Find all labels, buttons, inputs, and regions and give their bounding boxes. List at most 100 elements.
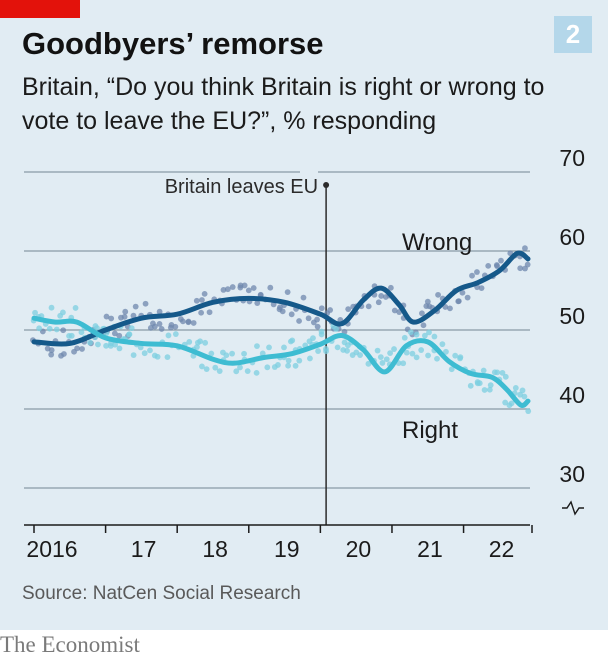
- survey-dot: [400, 360, 407, 367]
- survey-dot: [112, 341, 118, 348]
- chart-title: Goodbyers’ remorse: [22, 26, 324, 61]
- survey-dot: [512, 385, 519, 391]
- survey-dot: [502, 399, 509, 406]
- survey-dot: [32, 309, 38, 316]
- survey-dot: [241, 350, 247, 357]
- survey-dot: [48, 347, 55, 354]
- survey-dot: [315, 348, 321, 354]
- survey-dot: [486, 386, 493, 393]
- survey-dot: [60, 327, 67, 334]
- survey-dot: [180, 318, 186, 325]
- survey-dot: [391, 307, 398, 314]
- survey-dot: [193, 297, 200, 304]
- survey-dot: [448, 366, 455, 373]
- survey-dot: [485, 262, 492, 269]
- x-tick-label-2018: 18: [202, 536, 228, 562]
- survey-dot: [275, 362, 281, 368]
- survey-dot: [314, 316, 320, 323]
- survey-dot: [481, 387, 488, 393]
- survey-dot: [194, 344, 200, 350]
- survey-dot: [156, 321, 163, 327]
- survey-dot: [141, 350, 148, 357]
- survey-dot: [201, 290, 208, 297]
- survey-dot: [216, 368, 223, 375]
- brand-accent-tag: [0, 0, 80, 18]
- survey-dot: [387, 284, 394, 291]
- survey-dot: [254, 300, 261, 306]
- survey-dot: [237, 364, 243, 371]
- survey-dot: [122, 308, 129, 315]
- survey-dot: [245, 287, 252, 294]
- survey-dot: [241, 282, 248, 289]
- y-tick-label-30: 30: [559, 461, 585, 487]
- survey-dot: [521, 393, 528, 400]
- survey-dot: [103, 313, 110, 320]
- survey-dot: [344, 347, 350, 354]
- survey-dot: [165, 332, 172, 339]
- survey-dot: [296, 318, 302, 324]
- survey-dot: [172, 331, 179, 337]
- survey-dot: [79, 346, 85, 352]
- survey-dot: [94, 325, 100, 332]
- survey-dot: [403, 349, 410, 356]
- survey-dot: [266, 344, 272, 351]
- publisher-logo: The Economist: [0, 632, 140, 657]
- survey-dot: [413, 331, 420, 338]
- survey-dot: [425, 352, 431, 359]
- survey-dot: [212, 364, 219, 371]
- survey-dot: [502, 373, 509, 380]
- survey-dot: [233, 368, 240, 375]
- survey-dot: [267, 284, 274, 291]
- survey-dot: [357, 352, 364, 358]
- survey-dot: [493, 262, 500, 268]
- survey-dot: [87, 339, 93, 346]
- survey-dot: [48, 304, 55, 311]
- survey-dot: [198, 309, 205, 316]
- survey-dot: [296, 357, 303, 364]
- survey-dot: [281, 344, 287, 351]
- survey-dot: [375, 299, 382, 306]
- survey-dot: [60, 309, 66, 316]
- survey-dot: [409, 350, 416, 357]
- survey-dot: [300, 294, 307, 301]
- x-tick-label-2016: 2016: [26, 536, 77, 562]
- survey-dot: [434, 355, 440, 362]
- survey-dot: [197, 338, 204, 345]
- survey-dot: [517, 265, 524, 272]
- axis-break-icon: [562, 500, 584, 516]
- survey-dot: [524, 261, 531, 268]
- survey-dot: [508, 400, 515, 407]
- survey-dot: [128, 325, 135, 332]
- survey-dot: [480, 367, 487, 374]
- y-tick-label-60: 60: [559, 224, 585, 250]
- survey-dot: [147, 347, 153, 354]
- brexit-annotation-label: Britain leaves EU: [165, 176, 318, 198]
- survey-dot: [345, 306, 352, 313]
- survey-dot: [203, 366, 210, 373]
- y-tick-label-40: 40: [559, 382, 585, 408]
- y-tick-label-70: 70: [559, 150, 585, 171]
- survey-dot: [130, 312, 137, 319]
- chart-number-badge: 2: [554, 16, 592, 53]
- survey-dot: [474, 269, 480, 275]
- x-axis: 2016 17 18 19 20 21 22: [24, 524, 533, 562]
- series-line-wrong: [31, 250, 531, 347]
- survey-dot: [285, 357, 292, 364]
- x-tick-label-2021: 21: [417, 536, 443, 562]
- survey-dot: [318, 305, 325, 312]
- x-tick-label-2022: 22: [489, 536, 515, 562]
- survey-dot: [220, 286, 227, 293]
- survey-dot: [333, 326, 339, 332]
- survey-dot: [121, 313, 128, 320]
- survey-dot: [334, 344, 341, 351]
- survey-dot: [53, 326, 60, 333]
- survey-dot: [224, 286, 231, 293]
- survey-dot: [78, 329, 85, 336]
- survey-dot: [259, 350, 266, 357]
- survey-dot: [431, 333, 438, 340]
- survey-dot: [365, 303, 372, 310]
- survey-dot: [116, 345, 123, 352]
- chart-subtitle: Britain, “Do you think Britain is right …: [22, 73, 545, 135]
- survey-dot: [61, 351, 67, 357]
- series-line-right: [31, 315, 531, 408]
